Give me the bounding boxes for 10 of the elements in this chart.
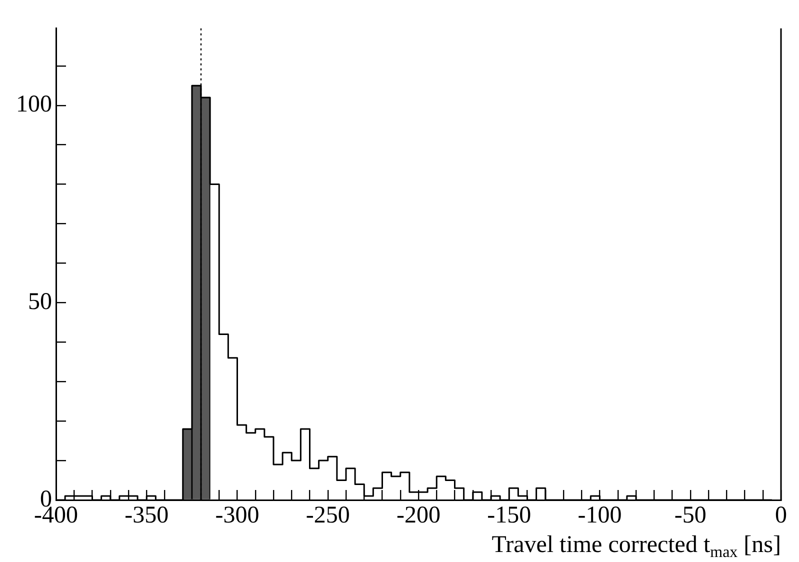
x-tick-label: -100 xyxy=(578,502,622,529)
x-tick-label: -50 xyxy=(674,502,706,529)
x-tick-label: -300 xyxy=(215,502,260,529)
y-tick-label: 50 xyxy=(28,288,52,315)
y-tick-label: 100 xyxy=(16,92,52,118)
x-tick-label: -150 xyxy=(487,502,532,529)
x-tick-label: 0 xyxy=(775,502,787,529)
x-tick-label: -200 xyxy=(396,502,440,529)
x-tick-label: -350 xyxy=(124,502,169,529)
x-tick-label: -250 xyxy=(306,502,350,529)
